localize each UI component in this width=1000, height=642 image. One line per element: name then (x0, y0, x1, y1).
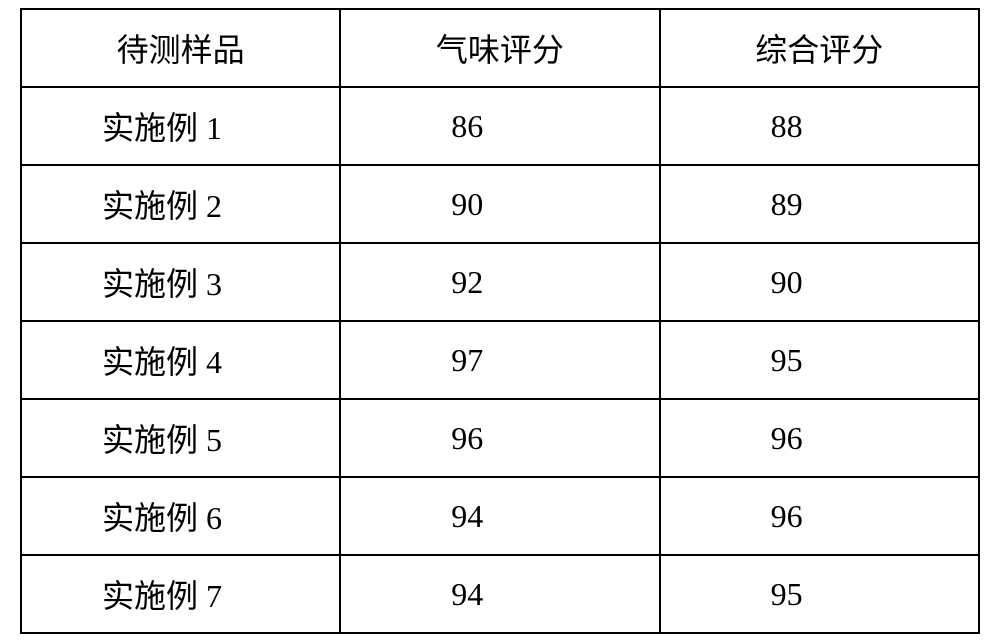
cell-overall: 96 (660, 399, 979, 477)
cell-sample: 实施例 1 (21, 87, 340, 165)
cell-overall: 90 (660, 243, 979, 321)
table-header-row: 待测样品 气味评分 综合评分 (21, 9, 979, 87)
cell-odor: 94 (340, 477, 659, 555)
cell-overall: 95 (660, 555, 979, 633)
cell-overall: 96 (660, 477, 979, 555)
cell-odor: 92 (340, 243, 659, 321)
table-row: 实施例 1 86 88 (21, 87, 979, 165)
table-row: 实施例 7 94 95 (21, 555, 979, 633)
cell-sample: 实施例 3 (21, 243, 340, 321)
cell-sample: 实施例 2 (21, 165, 340, 243)
cell-odor: 97 (340, 321, 659, 399)
cell-overall: 95 (660, 321, 979, 399)
column-header-sample: 待测样品 (21, 9, 340, 87)
cell-overall: 88 (660, 87, 979, 165)
cell-sample: 实施例 4 (21, 321, 340, 399)
column-header-odor: 气味评分 (340, 9, 659, 87)
table-row: 实施例 6 94 96 (21, 477, 979, 555)
cell-odor: 94 (340, 555, 659, 633)
cell-sample: 实施例 7 (21, 555, 340, 633)
score-table: 待测样品 气味评分 综合评分 实施例 1 86 88 实施例 2 90 89 实… (20, 8, 980, 634)
table-row: 实施例 3 92 90 (21, 243, 979, 321)
cell-sample: 实施例 5 (21, 399, 340, 477)
table-row: 实施例 2 90 89 (21, 165, 979, 243)
cell-sample: 实施例 6 (21, 477, 340, 555)
cell-odor: 86 (340, 87, 659, 165)
cell-overall: 89 (660, 165, 979, 243)
column-header-overall: 综合评分 (660, 9, 979, 87)
table-row: 实施例 5 96 96 (21, 399, 979, 477)
table-row: 实施例 4 97 95 (21, 321, 979, 399)
cell-odor: 96 (340, 399, 659, 477)
cell-odor: 90 (340, 165, 659, 243)
